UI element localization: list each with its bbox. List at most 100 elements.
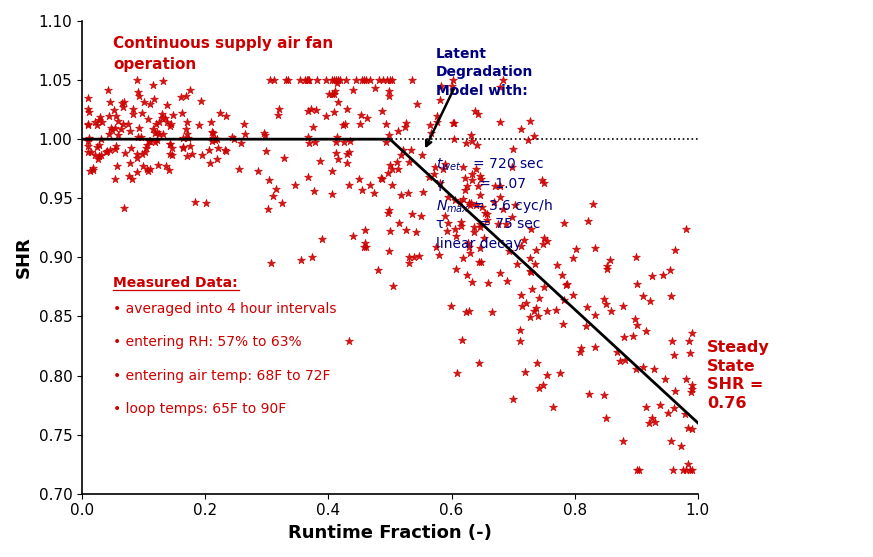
Point [237,120,251,129]
Point [386,282,400,291]
Point [138,148,152,157]
Point [630,321,644,330]
Point [354,110,368,119]
Point [478,208,491,217]
Point [448,224,462,233]
Point [446,76,460,85]
Point [122,172,136,181]
Point [582,390,596,399]
Point [480,210,494,219]
Point [185,149,199,158]
Point [405,209,419,218]
Point [140,165,154,174]
Point [442,193,456,202]
Point [402,189,416,198]
Point [459,307,473,316]
Point [430,243,443,252]
Point [663,291,677,300]
Point [629,364,643,373]
Point [109,141,123,150]
Point [653,400,667,409]
Point [196,151,210,160]
Point [152,130,166,139]
Point [664,437,678,446]
Point [208,136,222,145]
Point [301,133,315,141]
Point [219,111,233,120]
Point [668,403,682,412]
Point [588,342,602,351]
Point [155,77,169,86]
Point [176,143,190,152]
Point [465,136,479,145]
Point [521,135,535,144]
Point [358,226,372,234]
Point [281,76,295,85]
Point [666,466,680,475]
Point [528,260,542,268]
Point [261,204,275,213]
Point [499,276,513,285]
Point [487,197,501,206]
Point [661,408,675,417]
Point [505,163,519,172]
Point [88,117,102,126]
Point [188,197,202,206]
Point [423,120,437,129]
Text: Continuous supply air fan
operation: Continuous supply air fan operation [113,36,333,72]
Point [126,110,140,119]
Point [148,137,162,146]
Point [92,152,106,160]
Point [115,102,129,111]
Point [540,307,554,316]
Point [684,466,698,475]
Point [136,162,150,170]
Point [559,281,573,290]
Point [359,242,373,251]
Point [109,112,123,121]
Point [523,267,537,276]
Point [304,105,318,114]
Point [210,135,224,144]
Point [540,371,553,380]
Point [502,247,516,256]
Point [131,133,145,141]
Point [519,367,533,376]
Point [574,348,588,356]
Point [677,410,691,419]
Point [108,145,122,154]
Point [152,118,166,126]
Text: linear decay: linear decay [436,237,522,251]
Point [462,199,476,208]
Text: Steady
State
SHR =
0.76: Steady State SHR = 0.76 [707,340,770,411]
Point [480,216,494,224]
Point [389,158,403,167]
Point [668,245,682,254]
Point [162,122,176,131]
Point [210,154,223,163]
Point [372,76,386,85]
Point [108,124,122,133]
Point [83,167,97,175]
Point [385,180,399,189]
Point [331,154,345,163]
Point [130,167,144,176]
Point [277,153,291,162]
Point [569,244,583,253]
Point [636,292,650,301]
Point [517,235,531,244]
Point [161,101,175,110]
Point [532,294,546,302]
Point [300,76,314,85]
Point [549,305,563,314]
Point [556,319,570,328]
Text: Latent
Degradation
Model with:: Latent Degradation Model with: [436,47,533,98]
Point [131,87,145,96]
Point [399,119,413,128]
Point [580,302,594,311]
Point [119,148,133,157]
Point [301,76,315,85]
Point [86,164,100,173]
Point [523,253,537,262]
Point [383,226,397,235]
